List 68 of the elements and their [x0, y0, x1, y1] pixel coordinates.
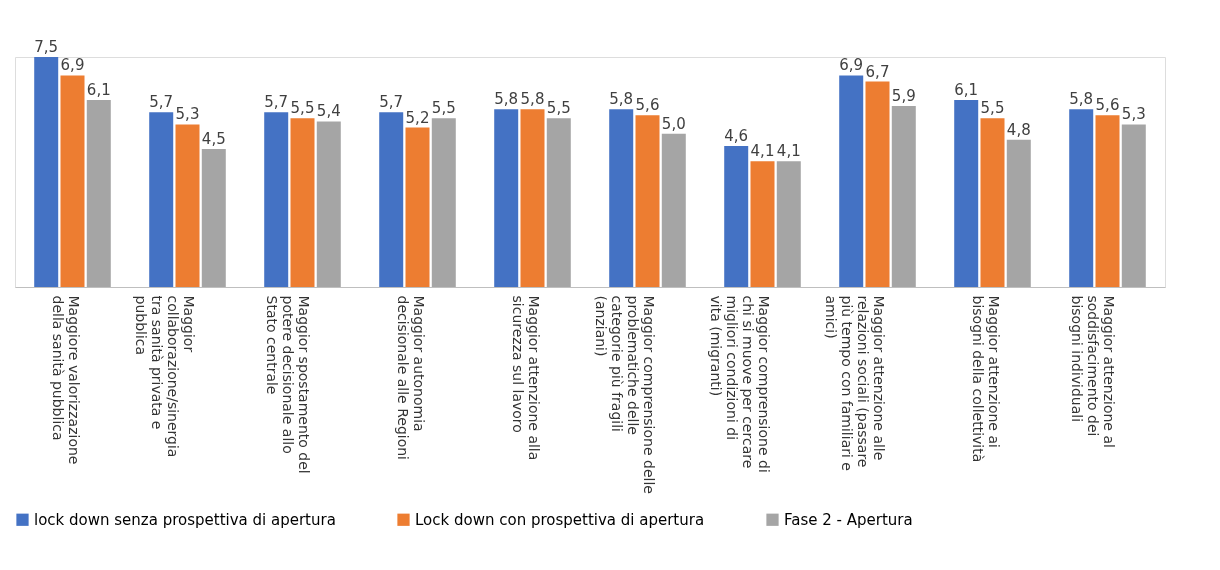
data-label: 5,7	[379, 93, 404, 112]
data-label: 4,1	[750, 142, 775, 161]
data-label: 5,6	[1095, 96, 1120, 115]
legend-label: Fase 2 - Apertura	[784, 510, 913, 529]
bar	[149, 112, 174, 287]
bar	[316, 121, 341, 287]
data-label: 6,1	[86, 80, 111, 99]
data-label: 5,9	[891, 87, 916, 106]
data-label: 6,9	[839, 56, 864, 75]
data-label: 5,8	[520, 90, 545, 109]
bar	[201, 149, 226, 287]
bar	[865, 81, 890, 287]
data-label: 5,8	[494, 90, 519, 109]
data-label: 5,3	[1121, 105, 1146, 124]
bar	[1095, 115, 1120, 287]
data-label: 5,0	[661, 114, 686, 133]
data-label: 5,5	[546, 99, 571, 118]
bar	[609, 109, 634, 287]
x-tick-label: Maggior comprensione di chi si muove per cercare migliori condizioni di vita (migranti)	[707, 295, 772, 473]
bar	[1121, 124, 1146, 287]
data-label: 5,7	[149, 93, 174, 112]
data-label: 5,8	[1069, 90, 1094, 109]
bar	[980, 118, 1005, 287]
bar	[1069, 109, 1094, 287]
bar	[724, 145, 749, 287]
bar	[546, 118, 571, 287]
bar	[60, 75, 85, 287]
data-label: 4,8	[1006, 120, 1031, 139]
legend-label: lock down senza prospettiva di apertura	[34, 510, 336, 529]
x-tick-label: Maggiore valorizzazione della sanità pubblica	[49, 295, 82, 465]
data-label: 5,5	[980, 99, 1005, 118]
bar	[405, 127, 430, 287]
bar	[954, 99, 979, 287]
data-label: 5,2	[405, 108, 430, 127]
data-label: 4,6	[724, 126, 749, 145]
bar	[34, 57, 59, 287]
bar	[776, 161, 801, 287]
bar	[635, 115, 660, 287]
data-label: 6,9	[60, 56, 85, 75]
data-label: 5,6	[635, 96, 660, 115]
bar	[379, 112, 404, 287]
data-label: 5,5	[431, 99, 456, 118]
bar	[175, 124, 200, 287]
bar	[661, 133, 686, 287]
data-label: 6,7	[865, 62, 890, 81]
bar	[750, 161, 775, 287]
bar	[520, 109, 545, 287]
x-tick-label: Maggior collaborazione/sinergia tra sanità privata e pubblica	[132, 295, 197, 458]
data-label: 4,5	[201, 130, 226, 148]
bar	[290, 118, 315, 287]
data-label: 5,7	[264, 93, 289, 112]
data-label: 7,5	[34, 38, 59, 56]
x-tick-label: Maggior attenzione alle relazioni sociali (passare più tempo con familiari e amici)	[822, 295, 887, 471]
bar	[264, 112, 289, 287]
bar	[431, 118, 456, 287]
bar	[839, 75, 864, 287]
bar	[1006, 139, 1031, 287]
bar	[494, 109, 519, 287]
bar	[86, 99, 111, 287]
legend-label: Lock down con prospettiva di apertura	[415, 510, 705, 529]
data-label: 5,5	[290, 99, 315, 118]
data-label: 5,4	[316, 102, 341, 121]
data-label: 4,1	[776, 142, 801, 161]
data-label: 6,1	[954, 80, 979, 99]
x-tick-label: Maggior comprensione delle problematiche delle categorie più fragili (anziani)	[592, 295, 657, 494]
data-label: 5,8	[609, 90, 634, 109]
bar	[891, 106, 916, 287]
data-label: 5,3	[175, 105, 200, 124]
